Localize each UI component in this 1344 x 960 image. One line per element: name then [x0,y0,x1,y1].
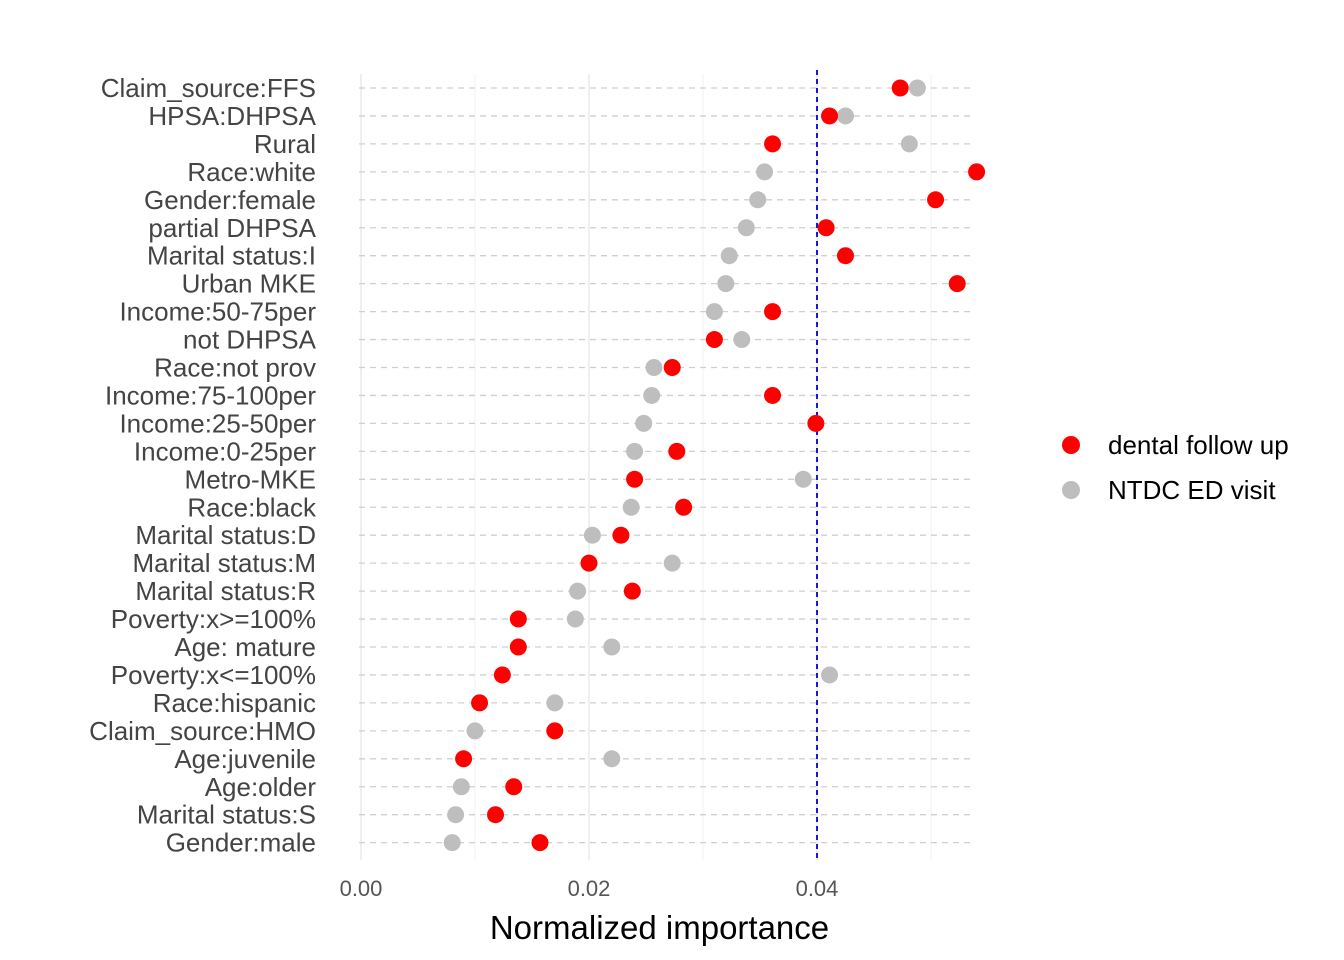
y-axis-labels: Claim_source:FFSHPSA:DHPSARuralRace:whit… [89,73,317,858]
point-dental-follow-up-25 [505,778,523,796]
y-label: Age: mature [174,632,316,662]
point-dental-follow-up-18 [623,582,641,600]
x-axis-title: Normalized importance [490,909,829,946]
y-label: Marital status:I [147,241,316,271]
point-ntdc-ed-visit-17 [663,554,681,572]
point-dental-follow-up-17 [580,554,598,572]
y-label: Income:0-25per [134,436,316,466]
horizontal-gridlines [359,87,975,844]
vertical-gridlines [360,74,932,860]
point-ntdc-ed-visit-23 [466,722,484,740]
y-label: Metro-MKE [185,464,316,494]
y-label: Age:juvenile [174,744,316,774]
y-label: Gender:male [166,828,316,858]
point-ntdc-ed-visit-2 [900,135,918,153]
y-label: not DHPSA [183,325,317,355]
point-dental-follow-up-21 [493,666,511,684]
y-label: Urban MKE [182,269,316,299]
y-label: partial DHPSA [148,213,316,243]
point-dental-follow-up-26 [487,806,505,824]
point-dental-follow-up-12 [807,414,825,432]
point-ntdc-ed-visit-3 [756,163,774,181]
point-ntdc-ed-visit-26 [447,806,465,824]
point-dental-follow-up-9 [705,331,723,349]
point-dental-follow-up-0 [891,79,909,97]
point-dental-follow-up-27 [531,834,549,852]
y-label: Age:older [205,772,317,802]
point-dental-follow-up-10 [663,359,681,376]
point-ntdc-ed-visit-27 [443,834,461,852]
point-dental-follow-up-1 [821,107,839,125]
point-ntdc-ed-visit-5 [737,219,755,237]
point-dental-follow-up-5 [817,219,835,237]
y-label: Claim_source:HMO [89,716,316,746]
legend: dental follow up NTDC ED visit [1062,430,1289,505]
point-dental-follow-up-3 [968,163,986,181]
point-dental-follow-up-2 [764,135,782,153]
point-ntdc-ed-visit-16 [583,526,601,544]
point-ntdc-ed-visit-9 [733,331,751,349]
point-ntdc-ed-visit-4 [749,191,767,209]
point-ntdc-ed-visit-19 [566,610,584,628]
data-points [443,79,986,852]
point-ntdc-ed-visit-6 [720,247,738,265]
point-ntdc-ed-visit-18 [569,582,587,600]
point-dental-follow-up-7 [948,275,966,293]
legend-label: dental follow up [1108,430,1289,460]
point-ntdc-ed-visit-14 [794,470,812,488]
point-dental-follow-up-8 [764,303,782,321]
point-dental-follow-up-20 [509,638,527,656]
y-label: Race:black [187,492,317,522]
point-dental-follow-up-23 [546,722,564,740]
point-dental-follow-up-16 [612,526,630,544]
y-label: Poverty:x>=100% [111,604,316,634]
point-dental-follow-up-11 [764,386,782,404]
y-label: Marital status:D [135,520,316,550]
point-dental-follow-up-4 [927,191,945,209]
point-ntdc-ed-visit-7 [717,275,735,293]
point-dental-follow-up-14 [626,470,644,488]
point-dental-follow-up-22 [471,694,489,712]
point-ntdc-ed-visit-11 [643,386,661,404]
point-dental-follow-up-24 [455,750,473,768]
point-ntdc-ed-visit-24 [603,750,621,768]
point-ntdc-ed-visit-15 [622,498,640,516]
point-ntdc-ed-visit-22 [546,694,564,712]
legend-label: NTDC ED visit [1108,475,1276,505]
y-label: Race:hispanic [153,688,316,718]
y-label: Marital status:S [137,800,316,830]
legend-key-0 [1062,436,1080,454]
point-ntdc-ed-visit-12 [635,414,653,432]
y-label: Poverty:x<=100% [111,660,316,690]
y-label: Income:75-100per [105,380,316,410]
point-dental-follow-up-15 [675,498,693,516]
point-ntdc-ed-visit-10 [645,359,663,376]
point-ntdc-ed-visit-20 [603,638,621,656]
x-tick-label: 0.00 [340,876,383,901]
point-ntdc-ed-visit-13 [626,442,644,460]
y-label: Income:25-50per [119,408,316,438]
x-tick-label: 0.04 [796,876,839,901]
point-ntdc-ed-visit-0 [908,79,926,97]
point-ntdc-ed-visit-8 [705,303,723,321]
y-label: Claim_source:FFS [101,73,316,103]
y-label: HPSA:DHPSA [148,101,316,131]
x-tick-label: 0.02 [568,876,611,901]
point-dental-follow-up-19 [509,610,527,628]
y-label: Income:50-75per [119,297,316,327]
point-ntdc-ed-visit-1 [837,107,854,125]
y-label: Marital status:M [133,548,317,578]
legend-key-1 [1062,481,1080,499]
point-dental-follow-up-13 [668,442,686,460]
point-ntdc-ed-visit-25 [452,778,470,796]
y-label: Race:not prov [154,353,316,383]
point-dental-follow-up-6 [837,247,854,265]
y-label: Rural [254,129,316,159]
point-ntdc-ed-visit-21 [821,666,839,684]
y-label: Marital status:R [135,576,316,606]
y-label: Race:white [187,157,316,187]
y-label: Gender:female [144,185,316,215]
x-axis-tick-labels: 0.00 0.02 0.04 [340,876,839,901]
